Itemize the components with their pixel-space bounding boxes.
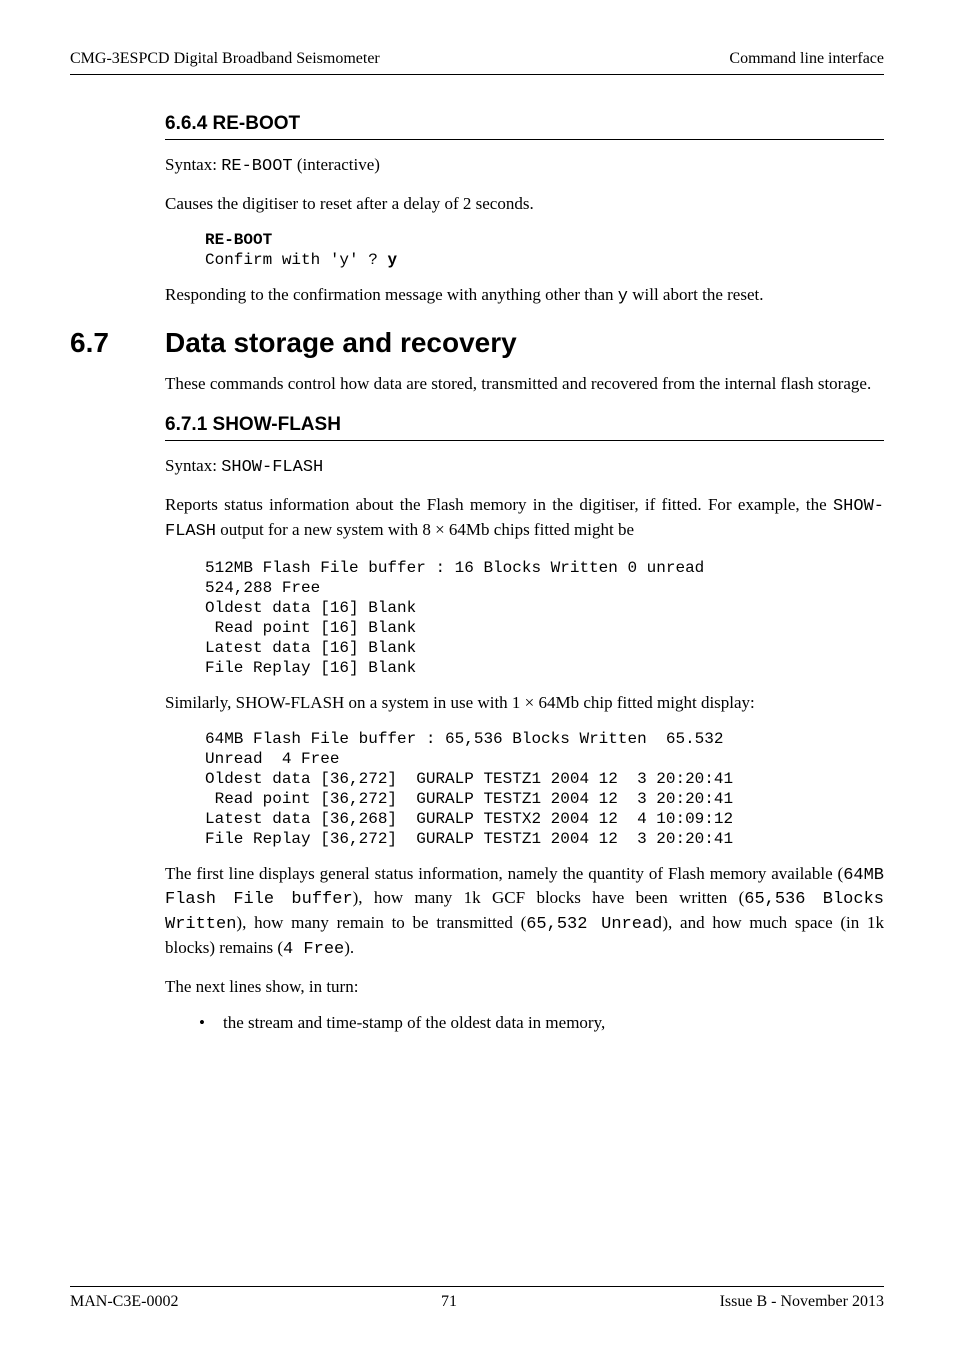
p3b: ), how many 1k GCF blocks have been writ…: [353, 888, 745, 907]
heading-664: 6.6.4 RE-BOOT: [165, 113, 884, 140]
p3c: ), how many remain to be transmitted (: [236, 913, 526, 932]
code-l2b: y: [387, 251, 397, 269]
footer-center: 71: [441, 1293, 457, 1311]
page-footer: MAN-C3E-0002 71 Issue B - November 2013: [70, 1286, 884, 1311]
syntax-cmd: RE-BOOT: [221, 157, 292, 176]
p1b: output for a new system with 8 × 64Mb ch…: [216, 520, 634, 539]
p-67-intro: These commands control how data are stor…: [165, 373, 884, 396]
header-right: Command line interface: [729, 50, 884, 68]
code-671-2: 64MB Flash File buffer : 65,536 Blocks W…: [205, 729, 884, 849]
p3e: ).: [344, 938, 354, 957]
syntax-cmd-671: SHOW-FLASH: [221, 458, 323, 477]
p-664-2: Responding to the confirmation message w…: [165, 284, 884, 309]
page-header: CMG-3ESPCD Digital Broadband Seismometer…: [70, 50, 884, 75]
p-671-1: Reports status information about the Fla…: [165, 494, 884, 544]
p1a: Reports status information about the Fla…: [165, 495, 833, 514]
heading-67: 6.7 Data storage and recovery: [70, 327, 884, 359]
code-l1: RE-BOOT: [205, 231, 272, 249]
footer-left: MAN-C3E-0002: [70, 1293, 178, 1311]
p2a: Responding to the confirmation message w…: [165, 285, 618, 304]
code-671-1: 512MB Flash File buffer : 16 Blocks Writ…: [205, 558, 884, 678]
main-content: 6.6.4 RE-BOOT Syntax: RE-BOOT (interacti…: [70, 75, 884, 1033]
code-l2a: Confirm with 'y' ?: [205, 251, 387, 269]
syntax-label-671: Syntax:: [165, 456, 221, 475]
p3c3: 65,532 Unread: [526, 915, 662, 934]
p-664-1: Causes the digitiser to reset after a de…: [165, 193, 884, 216]
h2-number: 6.7: [70, 327, 165, 359]
code-664: RE-BOOT Confirm with 'y' ? y: [205, 230, 884, 270]
p2-code: y: [618, 287, 628, 306]
syntax-664: Syntax: RE-BOOT (interactive): [165, 154, 884, 179]
p-671-3: The first line displays general status i…: [165, 863, 884, 963]
p2b: will abort the reset.: [628, 285, 764, 304]
list-item: the stream and time-stamp of the oldest …: [195, 1013, 884, 1033]
bullet-list: the stream and time-stamp of the oldest …: [195, 1013, 884, 1033]
h2-title: Data storage and recovery: [165, 327, 517, 359]
footer-right: Issue B - November 2013: [720, 1293, 884, 1311]
header-left: CMG-3ESPCD Digital Broadband Seismometer: [70, 50, 380, 68]
p-671-4: The next lines show, in turn:: [165, 976, 884, 999]
p-671-2: Similarly, SHOW-FLASH on a system in use…: [165, 692, 884, 715]
syntax-label: Syntax:: [165, 155, 221, 174]
p3a: The first line displays general status i…: [165, 864, 843, 883]
syntax-note: (interactive): [293, 155, 380, 174]
syntax-671: Syntax: SHOW-FLASH: [165, 455, 884, 480]
p3c4: 4 Free: [283, 940, 344, 959]
heading-671: 6.7.1 SHOW-FLASH: [165, 414, 884, 441]
